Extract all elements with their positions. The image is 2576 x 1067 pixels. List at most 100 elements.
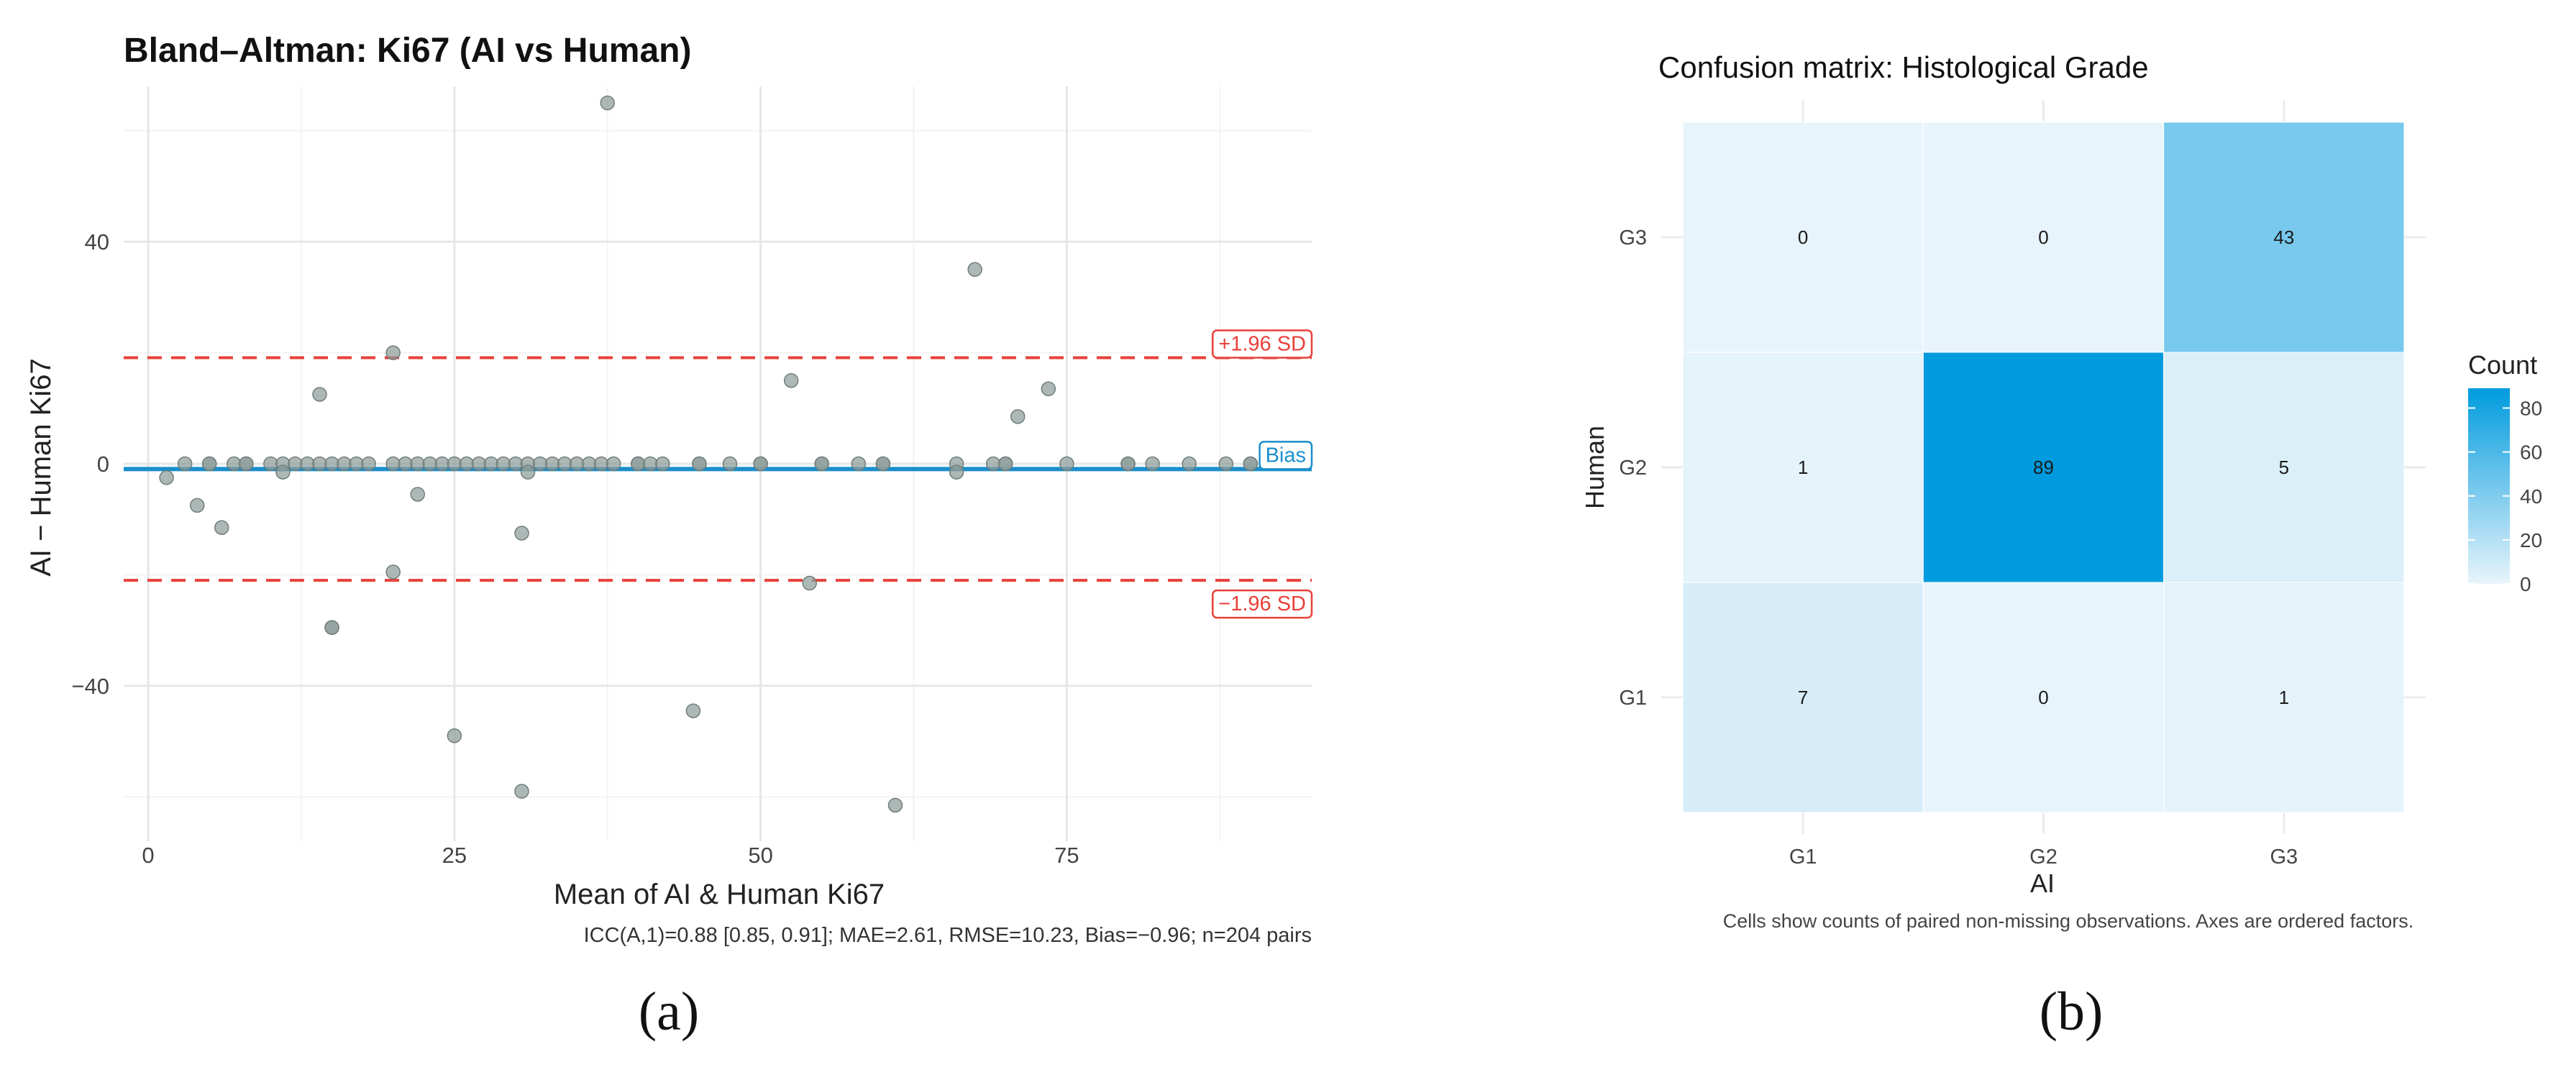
ba-point bbox=[239, 456, 254, 472]
ba-point bbox=[600, 95, 615, 111]
ba-y-axis-label: AI − Human Ki67 bbox=[25, 358, 57, 577]
cm-cell-label: 5 bbox=[2279, 457, 2289, 478]
ba-point bbox=[189, 498, 205, 513]
ba-point bbox=[324, 620, 339, 636]
ba-point bbox=[227, 456, 242, 472]
ba-x-tick-labels: 0 25 50 75 bbox=[142, 843, 1079, 868]
cm-cell bbox=[1922, 352, 2165, 583]
ba-point bbox=[459, 456, 475, 472]
ba-point bbox=[581, 456, 597, 472]
ba-point bbox=[655, 456, 670, 472]
ba-x-tick: 75 bbox=[1054, 843, 1079, 868]
legend-tick-label: 20 bbox=[2520, 529, 2542, 551]
ba-label-text-bias: Bias bbox=[1266, 444, 1306, 467]
ba-point bbox=[385, 564, 401, 580]
ba-point bbox=[361, 456, 376, 472]
ba-point bbox=[410, 456, 425, 472]
ba-point bbox=[1120, 456, 1136, 472]
ba-point bbox=[508, 456, 524, 472]
ba-point bbox=[1218, 456, 1234, 472]
cm-x-tick: G1 bbox=[1789, 846, 1817, 869]
ba-point bbox=[288, 456, 303, 472]
ba-title: Bland–Altman: Ki67 (AI vs Human) bbox=[124, 32, 691, 70]
cm-y-tick: G3 bbox=[1619, 226, 1647, 249]
ba-point bbox=[593, 456, 609, 472]
ba-point bbox=[434, 456, 450, 472]
ba-point bbox=[349, 456, 364, 472]
ba-point bbox=[177, 456, 193, 472]
ba-point bbox=[631, 456, 646, 472]
ba-point bbox=[1145, 456, 1160, 472]
ba-y-tick: 0 bbox=[97, 452, 109, 477]
ba-point bbox=[753, 456, 768, 472]
ba-point bbox=[337, 456, 352, 472]
cm-cell-label: 0 bbox=[2038, 226, 2048, 248]
panel-label-b: (b) bbox=[2040, 981, 2104, 1042]
cm-x-tick: G3 bbox=[2270, 846, 2298, 869]
ba-point bbox=[214, 520, 229, 536]
ba-point bbox=[949, 464, 964, 480]
ba-point bbox=[722, 456, 738, 472]
ba-point bbox=[802, 575, 817, 591]
ba-label-text-lower_loa: −1.96 SD bbox=[1218, 592, 1306, 615]
ba-point bbox=[324, 456, 339, 472]
legend-title: Count bbox=[2468, 350, 2537, 380]
ba-point bbox=[471, 456, 487, 472]
ba-point bbox=[447, 456, 462, 472]
ba-point bbox=[532, 456, 548, 472]
cm-cell bbox=[1682, 582, 1924, 813]
legend-colorbar bbox=[2468, 388, 2510, 584]
cm-cell-labels: 7 0 1 1 89 5 0 0 43 bbox=[1798, 226, 2294, 708]
cm-cell-label: 0 bbox=[2038, 687, 2048, 708]
ba-y-tick: −40 bbox=[71, 674, 109, 699]
ba-point bbox=[1010, 409, 1026, 424]
ba-y-tick-labels: −40 0 40 bbox=[71, 229, 109, 699]
ba-point bbox=[159, 470, 174, 485]
legend-ticks: 0 20 40 60 80 bbox=[2468, 398, 2542, 595]
ba-point bbox=[692, 456, 707, 472]
cm-cell bbox=[2163, 122, 2405, 353]
cm-cell-label: 43 bbox=[2273, 226, 2294, 248]
ba-label-box bbox=[1259, 441, 1313, 470]
cm-y-tick: G1 bbox=[1619, 687, 1647, 710]
ba-point bbox=[783, 372, 799, 388]
ba-point bbox=[851, 456, 867, 472]
cm-cell bbox=[2163, 352, 2405, 583]
confusion-matrix-panel: Confusion matrix: Histological Grade 7 0 1… bbox=[1580, 50, 2542, 1042]
ba-point bbox=[312, 456, 327, 472]
ba-label-box bbox=[1212, 589, 1313, 619]
ba-point bbox=[887, 797, 903, 813]
ba-point bbox=[569, 456, 585, 472]
ba-point bbox=[410, 487, 425, 502]
ba-point bbox=[1182, 456, 1197, 472]
ba-point bbox=[275, 464, 291, 480]
ba-point bbox=[967, 262, 982, 278]
ba-point bbox=[398, 456, 413, 472]
panel-label-a: (a) bbox=[639, 981, 699, 1042]
ba-point bbox=[300, 456, 315, 472]
ba-point bbox=[385, 456, 401, 472]
ba-point bbox=[263, 456, 278, 472]
ba-x-tick: 50 bbox=[748, 843, 772, 868]
ba-point bbox=[985, 456, 1001, 472]
cm-color-legend: Count 0 20 40 60 80 bbox=[2468, 350, 2542, 595]
ba-point bbox=[514, 526, 529, 541]
cm-title: Confusion matrix: Histological Grade bbox=[1658, 50, 2149, 84]
ba-point bbox=[520, 464, 536, 480]
ba-point bbox=[312, 387, 327, 402]
cm-cell-label: 0 bbox=[1798, 226, 1808, 248]
ba-point bbox=[447, 728, 462, 743]
ba-x-axis-label: Mean of AI & Human Ki67 bbox=[554, 879, 885, 910]
ba-point bbox=[385, 345, 401, 360]
ba-x-tick: 25 bbox=[442, 843, 467, 868]
ba-point bbox=[557, 456, 572, 472]
ba-point bbox=[201, 456, 217, 472]
ba-point bbox=[1041, 381, 1056, 397]
ba-point bbox=[495, 456, 511, 472]
legend-tick-label: 40 bbox=[2520, 485, 2542, 508]
ba-y-tick: 40 bbox=[85, 229, 109, 255]
ba-point bbox=[544, 456, 560, 472]
legend-tick-label: 0 bbox=[2520, 573, 2531, 595]
cm-cells bbox=[1682, 122, 2405, 813]
